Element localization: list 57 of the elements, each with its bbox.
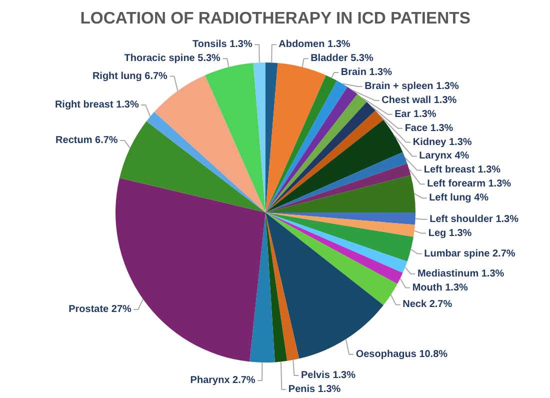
data-label: 1.3% [116, 100, 139, 111]
slice-label: Ear [394, 108, 411, 120]
slice-label: Lumbar spine [424, 248, 490, 260]
slice-label: Bladder [310, 53, 348, 64]
slice-label: Mouth [412, 282, 442, 294]
slice-label: Left lung [429, 192, 472, 204]
data-label: 1.3% [445, 282, 468, 294]
data-label: 2.7% [492, 248, 516, 260]
slice-label: Left forearm [427, 178, 486, 190]
data-label: 6.7% [144, 70, 168, 82]
data-label: 1.3% [414, 108, 436, 120]
slice-label: Pharynx [190, 374, 230, 386]
chart-title: LOCATION OF RADIOTHERAPY IN ICD PATIENTS [80, 8, 470, 28]
slice-label: Thoracic spine [124, 53, 196, 64]
data-label: 1.3% [481, 268, 504, 280]
data-label: 5.3% [198, 53, 221, 64]
data-label: 6.7% [95, 134, 118, 146]
data-label: 1.3% [488, 178, 512, 190]
slice-label: Neck [402, 299, 427, 310]
slice-label: Larynx [419, 150, 452, 162]
slice-label: Kidney [412, 136, 447, 148]
slice-label: Pelvis [301, 370, 330, 382]
slice-label: Right lung [92, 70, 142, 82]
data-label: 10.8% [419, 348, 448, 360]
slice-label: Tonsils [192, 39, 228, 50]
slice-label: Rectum [56, 134, 92, 146]
slice-label: Prostate [68, 304, 110, 316]
data-label: 1.3% [230, 39, 252, 50]
data-label: 1.3% [332, 370, 356, 382]
data-label: 2.7% [429, 299, 452, 310]
slice-label: Left breast [424, 164, 476, 176]
data-label: 1.3% [448, 228, 472, 239]
data-label: 1.3% [436, 80, 459, 92]
slice-label: Left shoulder [430, 214, 494, 225]
data-label: 1.3% [448, 136, 472, 148]
data-label: 1.3% [434, 94, 457, 106]
slice-label: Penis [288, 384, 316, 395]
data-label: 1.3% [478, 164, 501, 176]
slice-label: Oesophagus [356, 348, 417, 360]
slice-label: Brain [340, 67, 366, 78]
slice-label: Mediastinum [417, 268, 479, 280]
slice-label: Brain + spleen [364, 80, 434, 92]
data-label: 2.7% [232, 374, 256, 386]
slice-label: Abdomen [278, 39, 325, 50]
data-label: 5.3% [350, 53, 374, 64]
data-label: 1.3% [369, 67, 392, 78]
slice-label: Face [404, 122, 428, 134]
slice-label: Right breast [54, 100, 114, 111]
data-label: 1.3% [496, 214, 519, 225]
data-label: 1.3% [430, 122, 454, 134]
data-label: 1.3% [318, 384, 341, 395]
data-label: 1.3% [328, 39, 350, 50]
slice-label: Chest wall [382, 94, 432, 106]
slice-label: Leg [428, 228, 446, 239]
data-label: 27% [111, 304, 132, 316]
data-label: 4% [474, 192, 489, 204]
data-label: 4% [454, 150, 470, 162]
